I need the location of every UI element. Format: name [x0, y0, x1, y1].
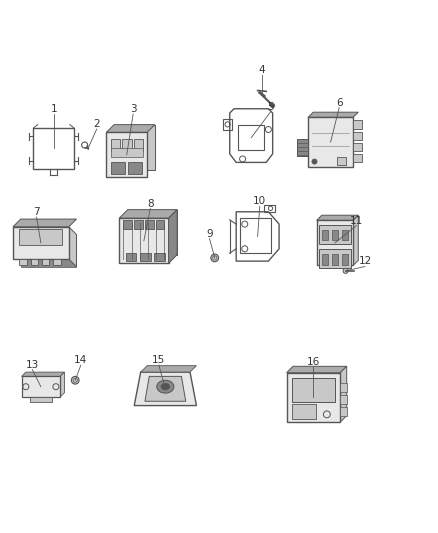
Bar: [340, 407, 347, 416]
Bar: [126, 253, 136, 261]
Bar: [30, 397, 52, 402]
Bar: [13, 227, 69, 259]
Text: 14: 14: [74, 355, 88, 365]
Bar: [119, 218, 169, 263]
Bar: [134, 220, 143, 229]
Polygon shape: [169, 209, 177, 263]
Text: 3: 3: [130, 104, 137, 114]
Bar: [21, 376, 60, 397]
Bar: [332, 230, 338, 240]
Bar: [322, 254, 328, 265]
Bar: [342, 230, 348, 240]
Text: 11: 11: [350, 216, 363, 225]
Text: 15: 15: [152, 355, 166, 365]
Polygon shape: [317, 215, 358, 220]
Text: 7: 7: [33, 207, 40, 217]
Polygon shape: [106, 125, 155, 132]
Bar: [353, 132, 362, 140]
Bar: [286, 373, 340, 422]
Bar: [145, 220, 154, 229]
Text: 9: 9: [206, 229, 213, 239]
Circle shape: [343, 268, 348, 273]
Bar: [128, 162, 142, 174]
Polygon shape: [134, 372, 197, 406]
Circle shape: [271, 103, 275, 108]
Circle shape: [211, 254, 219, 262]
Bar: [53, 259, 60, 265]
Bar: [134, 139, 143, 151]
Bar: [106, 132, 147, 177]
Bar: [124, 220, 132, 229]
Polygon shape: [60, 372, 64, 397]
Text: 10: 10: [253, 196, 266, 206]
Bar: [308, 117, 353, 167]
Text: 6: 6: [336, 98, 343, 108]
Bar: [238, 125, 264, 150]
Ellipse shape: [157, 380, 174, 393]
Bar: [340, 383, 347, 392]
Bar: [353, 120, 362, 129]
Bar: [297, 139, 308, 156]
Text: 2: 2: [93, 119, 100, 129]
Polygon shape: [340, 366, 347, 422]
Bar: [154, 253, 165, 261]
Bar: [31, 259, 38, 265]
Bar: [33, 128, 74, 169]
Polygon shape: [13, 219, 77, 227]
Bar: [111, 148, 143, 157]
Polygon shape: [286, 366, 347, 373]
Polygon shape: [308, 112, 358, 117]
Bar: [111, 139, 120, 151]
Bar: [319, 224, 351, 244]
Bar: [292, 378, 335, 402]
Bar: [319, 249, 351, 268]
Polygon shape: [141, 366, 197, 372]
Circle shape: [312, 159, 317, 164]
Polygon shape: [69, 227, 77, 266]
Bar: [140, 253, 151, 261]
Bar: [42, 259, 49, 265]
Polygon shape: [119, 209, 177, 218]
Bar: [322, 230, 328, 240]
Polygon shape: [145, 376, 186, 401]
Text: 5: 5: [267, 102, 274, 112]
Bar: [19, 229, 62, 245]
Bar: [19, 259, 27, 265]
Polygon shape: [21, 372, 64, 376]
Bar: [155, 220, 164, 229]
Bar: [111, 162, 125, 174]
Bar: [128, 209, 177, 255]
Bar: [292, 404, 316, 418]
Polygon shape: [353, 215, 358, 265]
Circle shape: [71, 376, 79, 384]
Text: 8: 8: [147, 199, 154, 208]
Text: 1: 1: [50, 104, 57, 114]
Bar: [122, 139, 132, 151]
Text: 12: 12: [358, 256, 371, 266]
Bar: [353, 143, 362, 151]
Bar: [223, 119, 232, 130]
Text: 13: 13: [26, 360, 39, 369]
Ellipse shape: [161, 383, 170, 390]
Bar: [264, 205, 275, 212]
Bar: [342, 254, 348, 265]
Text: 4: 4: [258, 66, 265, 76]
Bar: [337, 157, 346, 165]
Polygon shape: [21, 259, 77, 266]
Bar: [240, 218, 271, 253]
Text: 16: 16: [307, 357, 320, 367]
Bar: [317, 220, 353, 265]
Bar: [353, 154, 362, 163]
Polygon shape: [114, 125, 155, 169]
Bar: [332, 254, 338, 265]
Bar: [340, 395, 347, 403]
